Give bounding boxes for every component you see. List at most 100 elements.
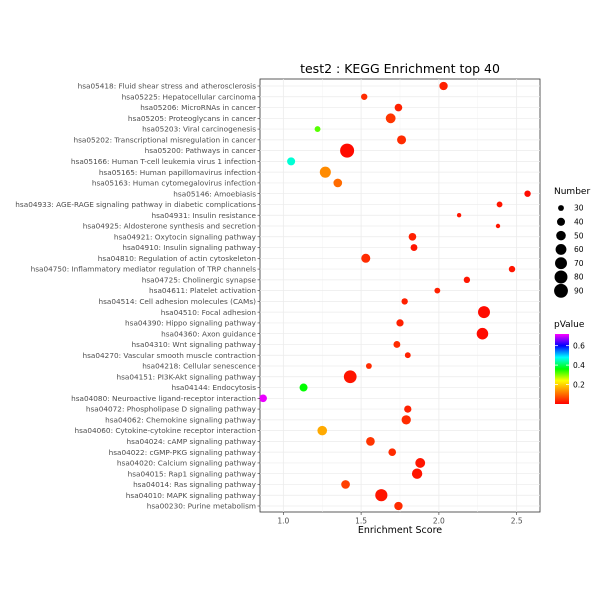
y-tick-label: hsa04750: Inflammatory mediator regulati… <box>31 265 257 274</box>
y-tick-label: hsa04020: Calcium signaling pathway <box>117 459 257 468</box>
colorbar-label: 0.6 <box>573 341 585 350</box>
colorbar <box>555 334 569 404</box>
data-point <box>397 135 407 145</box>
size-legend-label: 30 <box>574 204 584 213</box>
data-point <box>495 223 501 229</box>
data-point <box>361 93 368 100</box>
y-tick-label: hsa00230: Purine metabolism <box>147 502 256 511</box>
chart-title: test2 : KEGG Enrichment top 40 <box>300 61 500 76</box>
size-legend-dot <box>554 283 568 298</box>
data-point <box>394 501 403 511</box>
data-point <box>396 319 404 327</box>
y-tick-label: hsa05165: Human papillomavirus infection <box>99 168 256 177</box>
data-point <box>496 201 503 208</box>
size-legend-dot <box>555 257 567 270</box>
y-tick-label: hsa04310: Wnt signaling pathway <box>132 340 257 349</box>
y-tick-label: hsa04931: Insulin resistance <box>151 211 256 220</box>
y-tick-label: hsa04925: Aldosterone synthesis and secr… <box>83 222 256 231</box>
size-legend-label: 70 <box>574 259 584 268</box>
data-point <box>341 480 350 489</box>
data-point <box>439 81 448 91</box>
size-legend-label: 80 <box>574 273 584 282</box>
data-point <box>408 232 417 241</box>
data-point <box>508 265 516 273</box>
y-tick-label: hsa05203: Viral carcinogenesis <box>142 125 256 134</box>
y-tick-label: hsa04933: AGE-RAGE signaling pathway in … <box>15 200 256 209</box>
data-point <box>319 166 331 178</box>
data-point <box>287 157 296 166</box>
color-legend-title: pValue <box>554 320 585 330</box>
size-legend-dot <box>556 217 566 226</box>
y-tick-label: hsa05206: MicroRNAs in cancer <box>140 103 256 112</box>
data-point <box>314 126 321 132</box>
data-point <box>411 468 423 479</box>
data-point <box>340 143 355 158</box>
data-point <box>393 341 401 348</box>
data-point <box>259 394 267 403</box>
data-point <box>394 103 403 112</box>
y-tick-label: hsa04024: cAMP signaling pathway <box>127 437 257 446</box>
x-axis-title: Enrichment Score <box>358 525 442 536</box>
y-tick-label: hsa04144: Endocytosis <box>171 383 256 392</box>
data-point <box>478 306 490 319</box>
y-tick-label: hsa05163: Human cytomegalovirus infectio… <box>92 179 256 188</box>
data-point <box>317 425 328 436</box>
y-tick-label: hsa04921: Oxytocin signaling pathway <box>114 232 257 241</box>
data-point <box>375 489 388 502</box>
y-tick-label: hsa05166: Human T-cell leukemia virus 1 … <box>71 157 256 166</box>
size-legend-dot <box>555 243 567 255</box>
size-legend-label: 50 <box>574 231 584 240</box>
y-tick-label: hsa05200: Pathways in cancer <box>145 146 256 155</box>
size-legend-title: Number <box>554 187 590 197</box>
y-tick-label: hsa04390: Hippo signaling pathway <box>125 319 257 328</box>
size-legend-label: 90 <box>574 287 584 296</box>
x-tick-label: 2.0 <box>433 517 445 526</box>
y-tick-label: hsa04514: Cell adhesion molecules (CAMs) <box>98 297 256 306</box>
y-tick-label: hsa04072: Phospholipase D signaling path… <box>86 405 257 414</box>
x-tick-label: 2.5 <box>511 517 523 526</box>
data-point <box>343 370 357 384</box>
y-tick-label: hsa04014: Ras signaling pathway <box>133 480 257 489</box>
y-tick-label: hsa05418: Fluid shear stress and atheros… <box>78 82 257 91</box>
x-axis-ticks: 1.0 1.5 2.0 2.5 <box>277 512 523 526</box>
data-point <box>410 244 418 251</box>
data-point <box>456 213 462 218</box>
y-tick-label: hsa04060: Cytokine-cytokine receptor int… <box>74 426 256 435</box>
data-point <box>361 253 371 263</box>
y-tick-label: hsa04015: Rap1 signaling pathway <box>128 469 257 478</box>
y-tick-label: hsa04725: Cholinergic synapse <box>142 275 257 284</box>
y-tick-label: hsa05205: Proteoglycans in cancer <box>128 114 256 123</box>
x-tick-label: 1.5 <box>355 517 367 526</box>
data-point <box>401 298 408 305</box>
data-point <box>524 190 531 197</box>
data-point <box>476 327 489 340</box>
y-axis-labels: hsa05418: Fluid shear stress and atheros… <box>15 82 260 511</box>
y-tick-label: hsa04810: Regulation of actin cytoskelet… <box>98 254 256 263</box>
data-point <box>299 383 308 392</box>
size-legend-label: 40 <box>574 218 584 227</box>
data-point <box>434 287 441 294</box>
y-tick-label: hsa04910: Insulin signaling pathway <box>122 243 256 252</box>
y-tick-label: hsa05225: Hepatocellular carcinoma <box>122 92 256 101</box>
size-legend-dot <box>554 270 568 284</box>
y-tick-label: hsa04360: Axon guidance <box>161 329 256 338</box>
y-tick-label: hsa04080: Neuroactive ligand-receptor in… <box>71 394 256 403</box>
y-tick-label: hsa04510: Focal adhesion <box>161 308 256 317</box>
size-legend-dot <box>556 230 566 241</box>
data-point <box>404 405 412 413</box>
size-legend-dot <box>558 205 564 211</box>
y-tick-label: hsa05202: Transcriptional misregulation … <box>73 135 256 144</box>
data-point <box>385 113 396 124</box>
y-tick-label: hsa04010: MAPK signaling pathway <box>126 491 257 500</box>
data-point <box>366 437 375 446</box>
data-point <box>365 363 372 369</box>
colorbar-label: 0.2 <box>573 380 585 389</box>
y-tick-label: hsa04218: Cellular senescence <box>142 362 256 371</box>
data-point <box>388 448 397 456</box>
points-layer <box>259 81 531 511</box>
y-tick-label: hsa04270: Vascular smooth muscle contrac… <box>83 351 257 360</box>
data-point <box>463 276 471 284</box>
data-point <box>401 415 411 425</box>
y-tick-label: hsa04022: cGMP-PKG signaling pathway <box>109 448 257 457</box>
data-point <box>415 458 426 468</box>
